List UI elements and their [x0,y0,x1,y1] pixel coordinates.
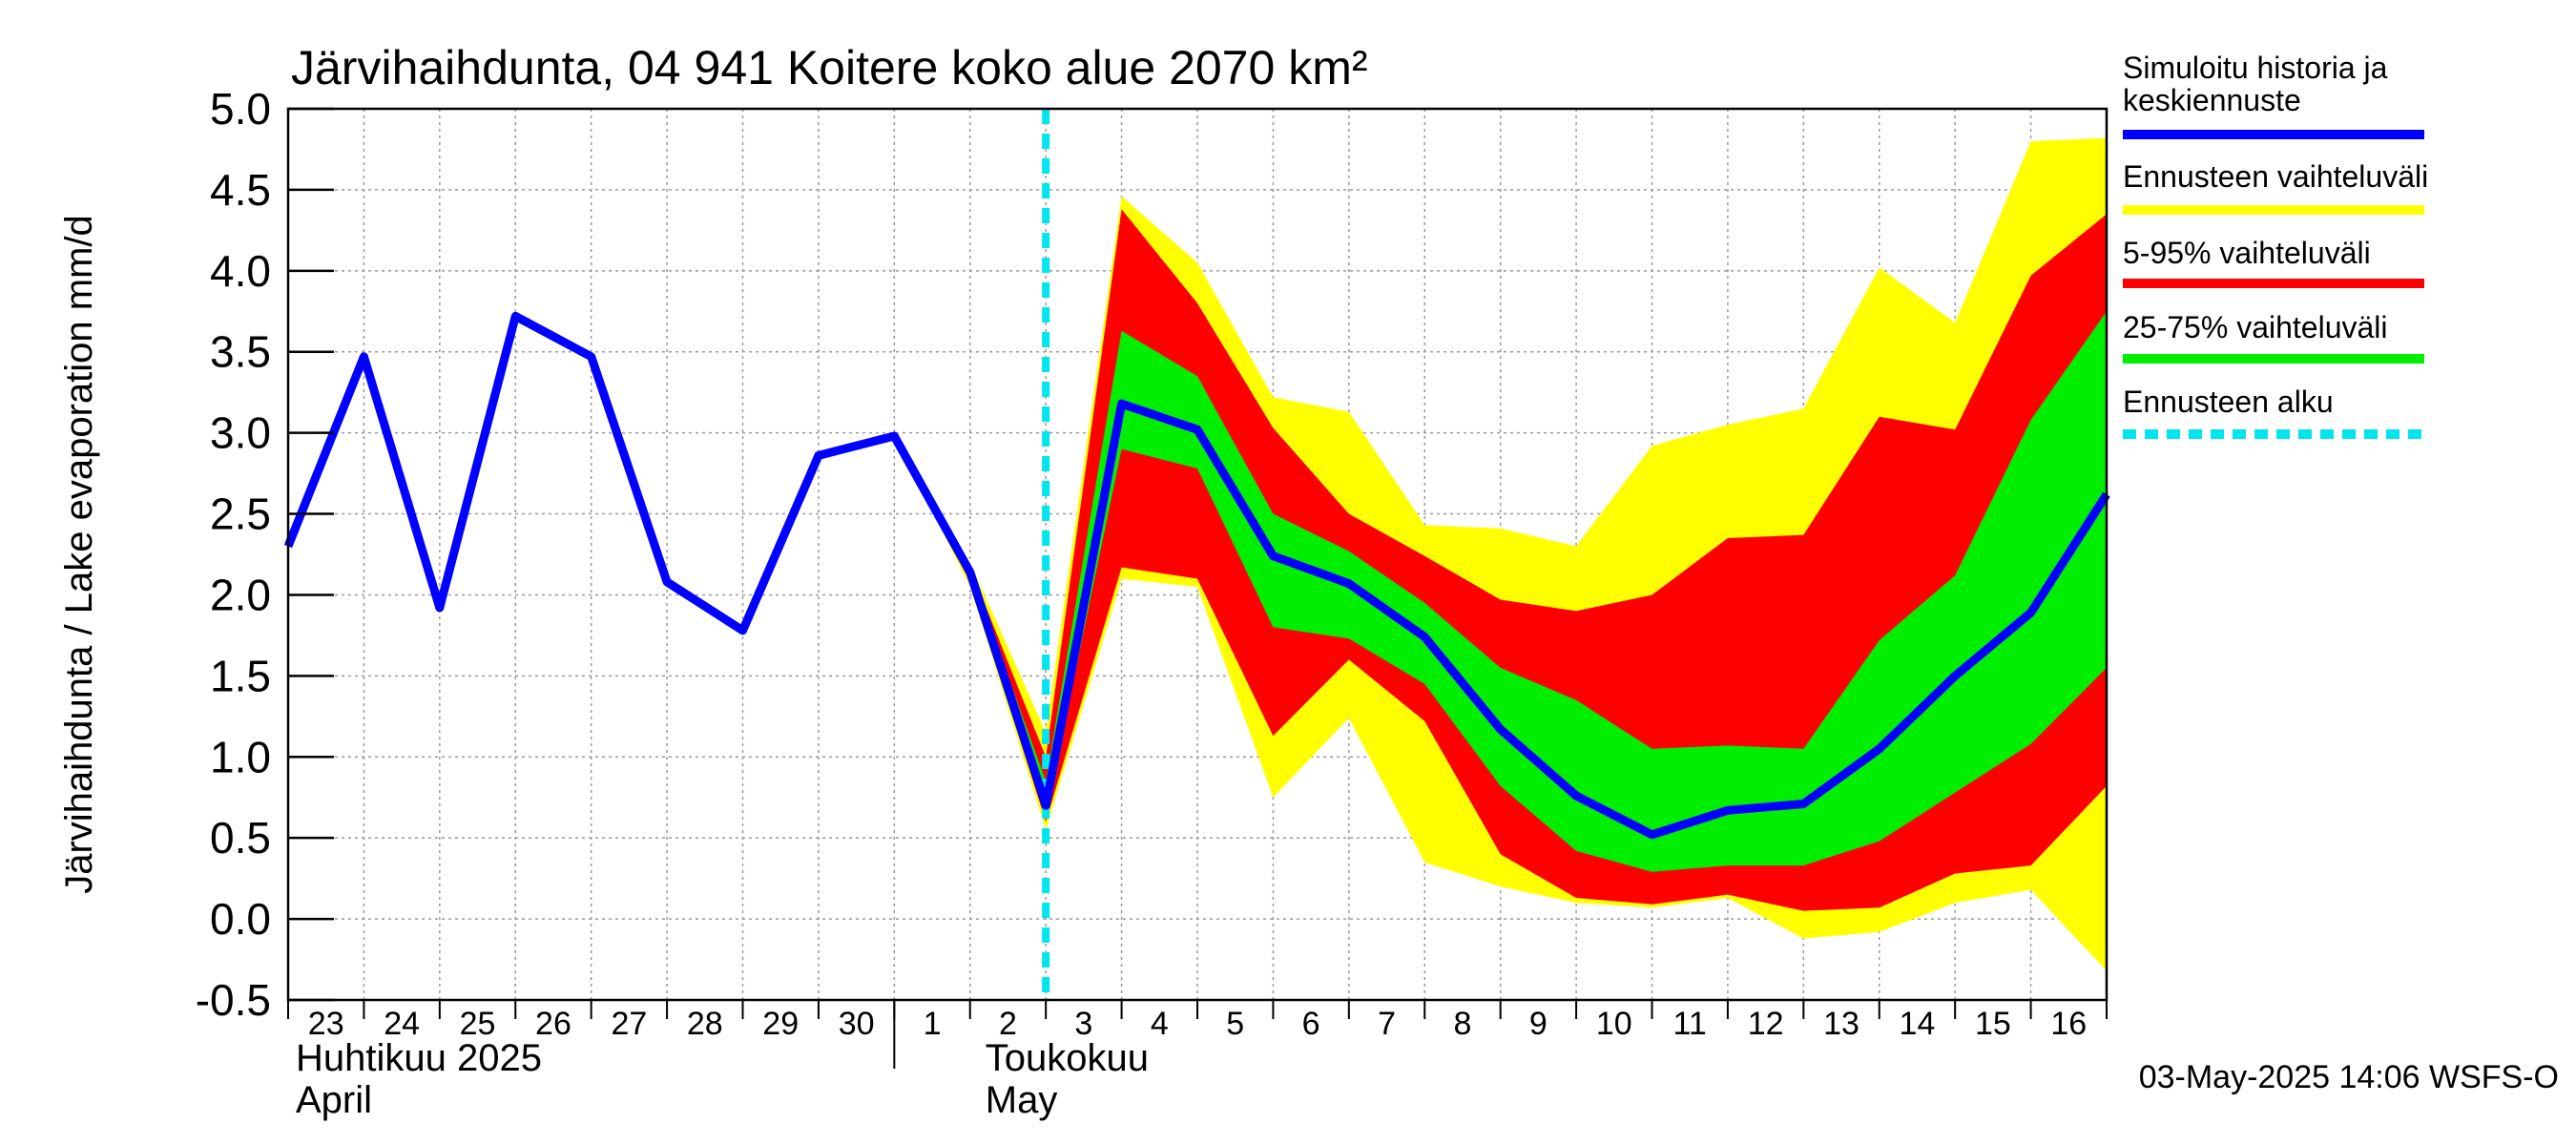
y-tick-label: 1.5 [210,651,271,700]
y-axis: 5.0 4.5 4.0 3.5 3.0 2.5 2.0 1.5 1.0 0.5 0.0 -0.5 [196,84,334,1025]
x-tick-label: 10 [1596,1006,1632,1042]
forecast-bands [894,137,2107,971]
x-tick-label: 11 [1673,1006,1707,1042]
y-tick-label: 2.5 [210,489,271,539]
x-tick-label: 5 [1226,1006,1244,1042]
y-tick-label: 0.5 [210,813,271,863]
y-tick-label: 0.0 [210,894,271,944]
history-line [283,311,2110,840]
x-tick-label: 15 [1975,1006,2011,1042]
y-axis-label: Järvihaihdunta / Lake evaporation mm/d [58,215,100,894]
x-tick-label: 26 [535,1006,571,1042]
x-tick-label: 24 [384,1006,420,1042]
x-tick-label: 6 [1302,1006,1320,1042]
y-tick-label: -0.5 [196,975,271,1025]
x-tick-label: 23 [308,1006,344,1042]
legend-label: 5-95% vaihteluväli [2123,236,2371,270]
legend-label: Ennusteen alku [2123,385,2334,419]
y-tick-label: 1.0 [210,732,271,781]
x-tick-label: 13 [1823,1006,1859,1042]
x-tick-label: 9 [1529,1006,1548,1042]
x-tick-label: 29 [762,1006,799,1042]
x-tick-label: 27 [611,1006,647,1042]
y-tick-label: 4.0 [210,246,271,296]
x-tick-label: 30 [839,1006,875,1042]
x-tick-label: 1 [924,1006,942,1042]
x-axis: 23 24 25 26 27 28 29 30 1 2 3 4 5 6 7 8 9 10 11 12 13 14 15 16H… [287,1000,2108,1121]
overlay [283,109,2110,1000]
month-label-en: April [296,1079,372,1121]
month-label: Huhtikuu 2025 [296,1037,542,1079]
month-label: Toukokuu [986,1037,1149,1079]
y-tick-label: 4.5 [210,165,271,215]
x-tick-label: 8 [1453,1006,1471,1042]
x-tick-label: 12 [1748,1006,1784,1042]
y-tick-label: 2.0 [210,570,271,619]
month-label-en: May [986,1079,1058,1121]
footer-timestamp: 03-May-2025 14:06 WSFS-O [2139,1059,2559,1095]
legend-label: keskiennuste [2123,83,2301,117]
legend-label: 25-75% vaihteluväli [2123,310,2388,344]
x-tick-label: 14 [1900,1006,1936,1042]
x-tick-label: 25 [460,1006,496,1042]
x-tick-label: 28 [687,1006,723,1042]
x-tick-label: 16 [2050,1006,2087,1042]
x-tick-label: 2 [999,1006,1017,1042]
chart-title: Järvihaihdunta, 04 941 Koitere koko alue… [291,41,1368,94]
band-25-75 [894,311,2107,872]
y-tick-label: 5.0 [210,84,271,134]
x-tick-label: 3 [1074,1006,1092,1042]
x-tick-label: 4 [1151,1006,1169,1042]
x-tick-label: 7 [1378,1006,1396,1042]
legend-label: Simuloitu historia ja [2123,51,2388,85]
legend-label: Ennusteen vaihteluväli [2123,159,2428,194]
y-tick-label: 3.0 [210,408,271,458]
y-tick-label: 3.5 [210,327,271,377]
